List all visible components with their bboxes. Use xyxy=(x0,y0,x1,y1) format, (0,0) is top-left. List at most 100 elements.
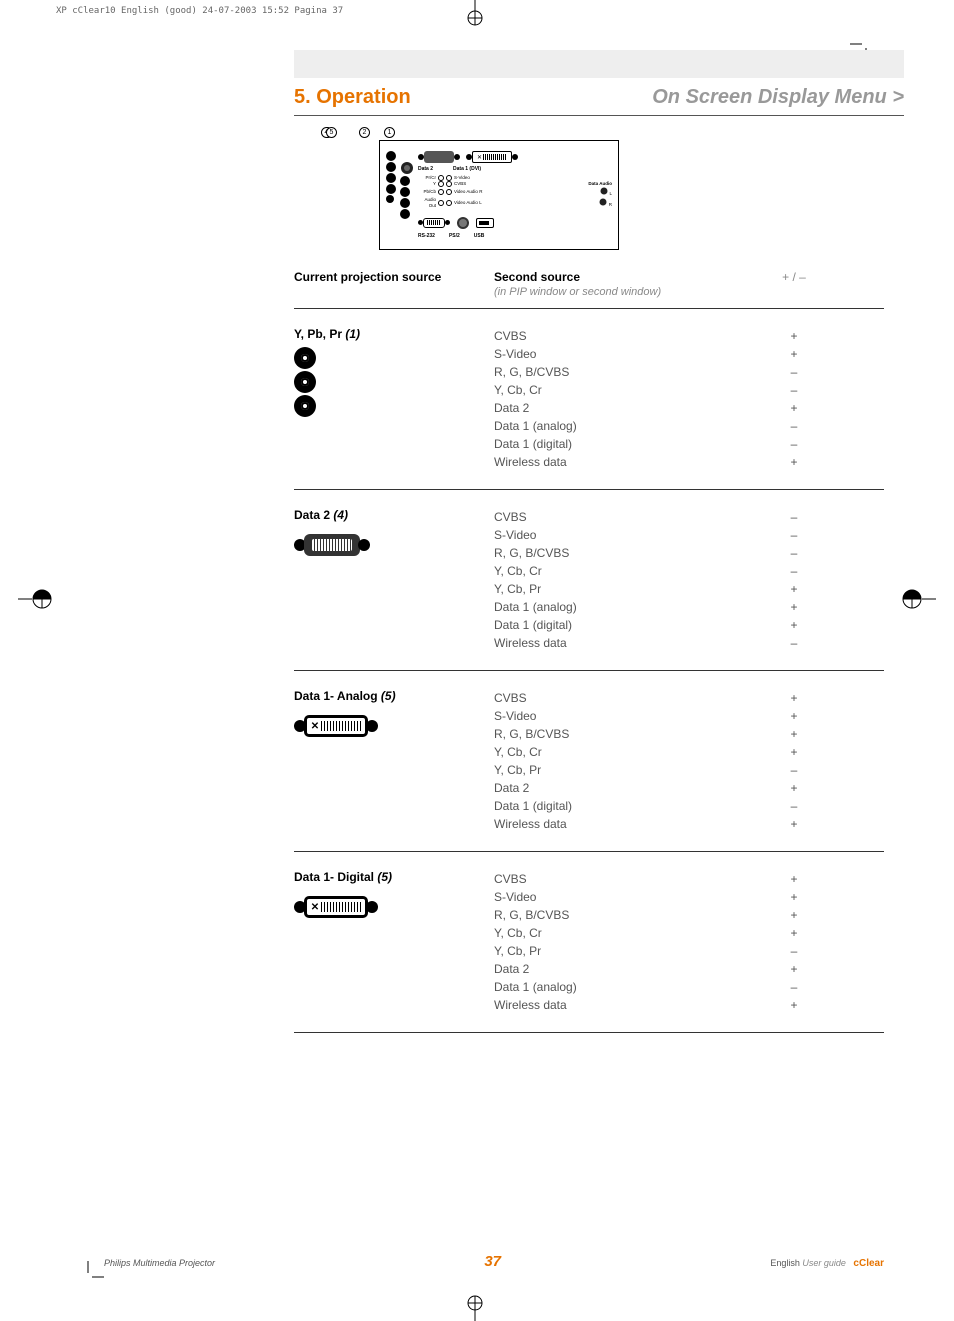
callout-5: 5 xyxy=(326,127,337,138)
compat-mark: – xyxy=(754,381,834,399)
page-content: 5. Operation On Screen Display Menu > 1 … xyxy=(104,50,904,1270)
second-source-label: Y, Cb, Cr xyxy=(494,924,754,942)
compat-mark: + xyxy=(754,453,834,471)
source-block: Data 1- Analog (5)✕CVBS+S-Video+R, G, B/… xyxy=(294,689,884,852)
page-footer: Philips Multimedia Projector 37 English … xyxy=(104,1253,884,1270)
compat-mark: + xyxy=(754,327,834,345)
compat-mark: – xyxy=(754,363,834,381)
second-source-label: CVBS xyxy=(494,870,754,888)
source-ref: (5) xyxy=(377,870,392,884)
second-source-label: Y, Cb, Pr xyxy=(494,761,754,779)
source-row: R, G, B/CVBS+ xyxy=(494,906,834,924)
second-source-label: Y, Cb, Pr xyxy=(494,580,754,598)
source-title: Data 1- Analog xyxy=(294,689,378,703)
second-source-label: S-Video xyxy=(494,888,754,906)
col1-header: Current projection source xyxy=(294,270,494,298)
compat-mark: + xyxy=(754,598,834,616)
second-source-label: S-Video xyxy=(494,345,754,363)
compat-mark: + xyxy=(754,707,834,725)
second-source-label: Wireless data xyxy=(494,815,754,833)
source-block: Data 2 (4)CVBS–S-Video–R, G, B/CVBS–Y, C… xyxy=(294,508,884,671)
header-bar xyxy=(294,50,904,78)
compat-mark: + xyxy=(754,906,834,924)
source-row: Wireless data+ xyxy=(494,996,834,1014)
second-source-label: Data 1 (digital) xyxy=(494,435,754,453)
connector-icon: ✕ xyxy=(294,709,494,737)
compat-mark: – xyxy=(754,761,834,779)
source-row: Data 2+ xyxy=(494,960,834,978)
second-source-label: Y, Cb, Cr xyxy=(494,562,754,580)
source-rows: CVBS–S-Video–R, G, B/CVBS–Y, Cb, Cr–Y, C… xyxy=(494,508,834,652)
col2-subheader: (in PIP window or second window) xyxy=(494,286,661,298)
source-rows: CVBS+S-Video+R, G, B/CVBS+Y, Cb, Cr+Y, C… xyxy=(494,689,834,833)
compat-mark: + xyxy=(754,616,834,634)
second-source-label: CVBS xyxy=(494,508,754,526)
source-row: Data 2+ xyxy=(494,779,834,797)
source-row: Wireless data+ xyxy=(494,453,834,471)
second-source-label: Y, Cb, Cr xyxy=(494,743,754,761)
second-source-label: Y, Cb, Pr xyxy=(494,942,754,960)
source-rows: CVBS+S-Video+R, G, B/CVBS–Y, Cb, Cr–Data… xyxy=(494,327,834,471)
connector-diagram: 1 2 3 4 5 ✕ xyxy=(294,140,704,250)
col3-header: + / – xyxy=(754,270,834,298)
trim-mark-left xyxy=(18,584,54,614)
second-source-label: Data 1 (analog) xyxy=(494,598,754,616)
source-title: Data 1- Digital xyxy=(294,870,374,884)
source-title: Data 2 xyxy=(294,508,330,522)
footer-left: Philips Multimedia Projector xyxy=(104,1258,215,1268)
compat-mark: – xyxy=(754,634,834,652)
source-row: Data 1 (digital)+ xyxy=(494,616,834,634)
second-source-label: Data 1 (analog) xyxy=(494,978,754,996)
source-row: Y, Cb, Cr+ xyxy=(494,924,834,942)
compat-mark: + xyxy=(754,960,834,978)
source-row: CVBS– xyxy=(494,508,834,526)
second-source-label: Data 2 xyxy=(494,399,754,417)
source-row: CVBS+ xyxy=(494,870,834,888)
source-block: Y, Pb, Pr (1)CVBS+S-Video+R, G, B/CVBS–Y… xyxy=(294,327,884,490)
second-source-label: Data 2 xyxy=(494,779,754,797)
compat-mark: + xyxy=(754,815,834,833)
second-source-label: S-Video xyxy=(494,707,754,725)
compat-mark: – xyxy=(754,526,834,544)
second-source-label: Wireless data xyxy=(494,453,754,471)
second-source-label: R, G, B/CVBS xyxy=(494,906,754,924)
source-block: Data 1- Digital (5)✕CVBS+S-Video+R, G, B… xyxy=(294,870,884,1033)
source-title-cell: Data 1- Digital (5) ✕ xyxy=(294,870,494,1014)
compat-mark: + xyxy=(754,580,834,598)
compat-mark: + xyxy=(754,779,834,797)
compat-mark: – xyxy=(754,562,834,580)
source-row: Wireless data– xyxy=(494,634,834,652)
source-row: CVBS+ xyxy=(494,689,834,707)
compat-mark: + xyxy=(754,888,834,906)
section-number: 5. Operation xyxy=(294,86,411,109)
compat-mark: + xyxy=(754,924,834,942)
col2-header: Second source (in PIP window or second w… xyxy=(494,270,754,298)
second-source-label: Wireless data xyxy=(494,996,754,1014)
second-source-label: R, G, B/CVBS xyxy=(494,725,754,743)
source-row: S-Video+ xyxy=(494,345,834,363)
second-source-label: Wireless data xyxy=(494,634,754,652)
source-row: Data 1 (analog)– xyxy=(494,417,834,435)
source-rows: CVBS+S-Video+R, G, B/CVBS+Y, Cb, Cr+Y, C… xyxy=(494,870,834,1014)
source-row: Wireless data+ xyxy=(494,815,834,833)
source-row: Y, Cb, Pr– xyxy=(494,761,834,779)
compat-mark: – xyxy=(754,797,834,815)
source-title-cell: Data 2 (4) xyxy=(294,508,494,652)
source-row: Y, Cb, Pr+ xyxy=(494,580,834,598)
compat-mark: + xyxy=(754,725,834,743)
page-number: 37 xyxy=(484,1253,501,1270)
trim-mark-top xyxy=(460,0,490,30)
source-row: R, G, B/CVBS– xyxy=(494,544,834,562)
compat-mark: + xyxy=(754,996,834,1014)
compat-mark: – xyxy=(754,508,834,526)
source-row: Data 2+ xyxy=(494,399,834,417)
second-source-label: R, G, B/CVBS xyxy=(494,363,754,381)
source-row: Y, Cb, Cr– xyxy=(494,562,834,580)
compat-mark: + xyxy=(754,345,834,363)
compat-mark: + xyxy=(754,743,834,761)
trim-mark-bottom-left xyxy=(80,1261,104,1285)
second-source-label: S-Video xyxy=(494,526,754,544)
connector-icon: ✕ xyxy=(294,890,494,918)
print-header: XP cClear10 English (good) 24-07-2003 15… xyxy=(56,6,343,16)
second-source-label: Data 2 xyxy=(494,960,754,978)
